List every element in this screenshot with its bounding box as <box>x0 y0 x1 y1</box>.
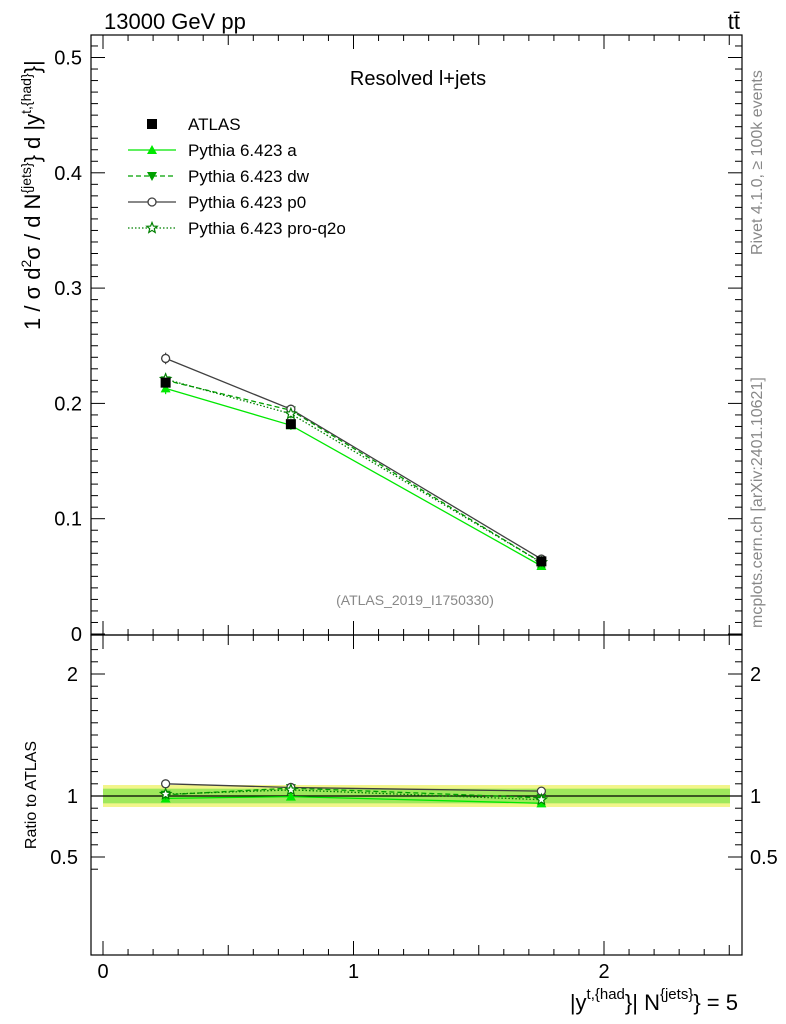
xtick-label: 2 <box>598 961 609 983</box>
ratio-axis-ticks <box>91 635 742 955</box>
main-ytick-labels: 0 0.1 0.2 0.3 0.4 0.5 <box>54 48 82 647</box>
process-label: tt̄ <box>728 9 740 34</box>
ratio-plot-frame <box>90 634 743 956</box>
legend-label-pythia_proq2o: Pythia 6.423 pro-q2o <box>188 219 346 238</box>
legend-label-data: ATLAS <box>188 115 241 134</box>
ylabel-post: }| <box>20 60 45 73</box>
main-ytick-label: 0.4 <box>54 163 82 185</box>
xtick-labels: 0 1 2 <box>97 961 609 983</box>
main-point-pythia_proq2o <box>284 406 298 420</box>
energy-label: 13000 GeV pp <box>104 9 246 34</box>
main-ytick-label: 0 <box>71 624 82 646</box>
ratio-y-axis-title: Ratio to ATLAS <box>23 741 40 849</box>
xlabel-mid: }| N <box>625 990 660 1015</box>
ratio-ytick-label: 0.5 <box>50 847 78 869</box>
xtick-label: 0 <box>97 961 108 983</box>
main-point-data <box>285 419 296 430</box>
ratio-series-layer <box>158 779 549 808</box>
xlabel-sup1: t,{had <box>587 986 625 1003</box>
mcplots-label: mcplots.cern.ch [arXiv:2401.10621] <box>749 377 766 628</box>
xlabel-post: } = 5 <box>693 990 738 1015</box>
rivet-version-label: Rivet 4.1.0, ≥ 100k events <box>749 70 766 255</box>
main-line-pythia_a <box>165 387 542 567</box>
analysis-watermark: (ATLAS_2019_I1750330) <box>336 592 494 608</box>
ratio-point-pythia_p0 <box>160 779 171 789</box>
main-point-pythia_p0 <box>160 353 171 364</box>
legend-marker-pythia_proq2o <box>145 220 159 234</box>
ylabel-sup2: {jets} <box>18 162 34 193</box>
main-y-axis-title: 1 / σ d2σ / d N{jets}} d |yt,{had}}| <box>18 60 45 330</box>
main-series-pythia_p0 <box>160 352 547 564</box>
ratio-line-pythia_dw <box>165 787 542 799</box>
main-ytick-label: 0.5 <box>54 48 82 70</box>
ylabel-mid2: } d |y <box>20 114 45 163</box>
legend-marker-pythia_p0 <box>147 197 157 207</box>
main-plot-panel: Resolved l+jets (ATLAS_2019_I1750330) 00… <box>54 34 743 647</box>
legend-marker-pythia_dw <box>147 172 157 181</box>
ratio-ytick-label-right: 0.5 <box>750 847 778 869</box>
ratio-series-pythia_proq2o <box>158 782 549 806</box>
main-plot-title: Resolved l+jets <box>350 68 486 90</box>
xlabel-sup2: {jets} <box>660 986 693 1003</box>
xlabel-pre: |y <box>570 990 587 1015</box>
main-series-pythia_proq2o <box>158 372 549 569</box>
legend-item-pythia_p0: Pythia 6.423 p0 <box>128 193 306 212</box>
legend-label-pythia_p0: Pythia 6.423 p0 <box>188 193 306 212</box>
main-ytick-label: 0.3 <box>54 278 82 300</box>
ylabel-sup3: t,{had} <box>18 73 34 114</box>
ratio-ytick-labels: 0.5 0.5 1 1 2 2 <box>50 664 778 869</box>
ratio-point-pythia_proq2o <box>534 792 549 806</box>
legend-item-pythia_proq2o: Pythia 6.423 pro-q2o <box>128 219 346 238</box>
legend-item-pythia_a: Pythia 6.423 a <box>128 141 297 160</box>
main-point-pythia_a <box>160 383 171 393</box>
main-point-data <box>160 377 171 388</box>
legend-label-pythia_a: Pythia 6.423 a <box>188 141 297 160</box>
ratio-ytick-label-right: 1 <box>750 786 761 808</box>
main-point-data <box>536 556 547 567</box>
ratio-point-pythia_proq2o <box>158 787 173 800</box>
main-series-data <box>160 377 547 567</box>
ratio-point-pythia_a <box>285 791 296 801</box>
main-ytick-label: 0.1 <box>54 509 82 531</box>
legend: ATLAS Pythia 6.423 a Pythia 6.423 dw Pythia… <box>128 115 346 238</box>
ylabel-pre: 1 / σ d <box>20 268 45 331</box>
main-series-layer <box>158 352 549 570</box>
ratio-ytick-label: 1 <box>67 786 78 808</box>
legend-label-pythia_dw: Pythia 6.423 dw <box>188 167 310 186</box>
main-line-pythia_dw <box>165 379 542 564</box>
legend-marker-data <box>147 119 157 129</box>
xtick-label: 1 <box>348 961 359 983</box>
ratio-point-pythia_proq2o <box>283 782 298 796</box>
legend-marker-pythia_a <box>147 145 157 154</box>
main-axis-ticks <box>91 35 742 635</box>
ratio-uncertainty-band <box>91 785 742 807</box>
ratio-ytick-label: 2 <box>67 664 78 686</box>
x-axis-title: |yt,{had}| N{jets}} = 5 <box>570 986 738 1015</box>
ylabel-mid: σ / d N <box>20 194 45 260</box>
ratio-plot-panel: 0.5 0.5 1 1 2 2 0 1 2 <box>50 634 778 983</box>
legend-item-pythia_dw: Pythia 6.423 dw <box>128 167 310 186</box>
ylabel-sup1: 2 <box>18 260 34 268</box>
legend-item-data: ATLAS <box>147 115 241 134</box>
main-series-pythia_a <box>160 382 547 570</box>
main-ytick-label: 0.2 <box>54 393 82 415</box>
ratio-ytick-label-right: 2 <box>750 664 761 686</box>
